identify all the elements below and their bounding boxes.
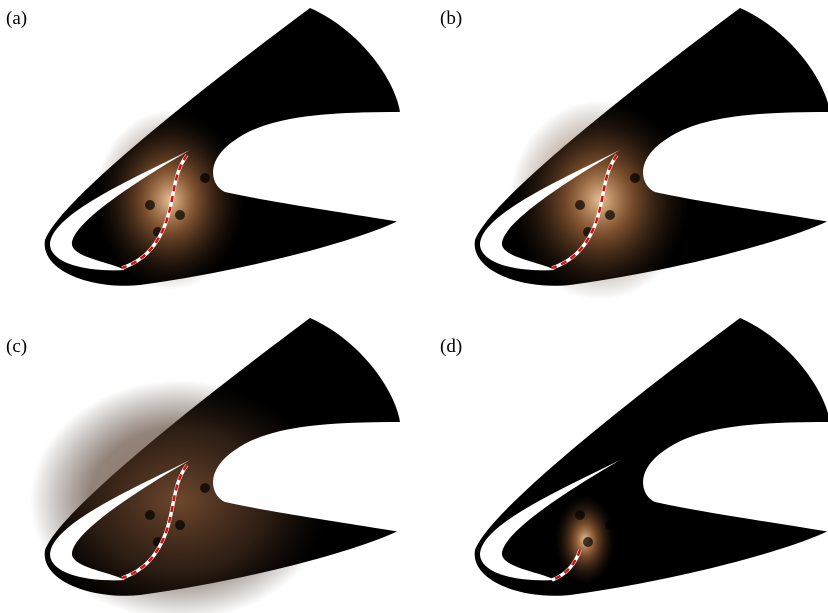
panel-label: (d) [440,336,462,357]
panel-d [474,318,828,596]
panel-a [44,8,400,290]
panel-c [30,318,400,613]
panel-label: (a) [6,8,27,29]
panel-label: (c) [6,336,27,357]
panel-b [474,8,828,300]
panel-label: (b) [440,8,462,29]
